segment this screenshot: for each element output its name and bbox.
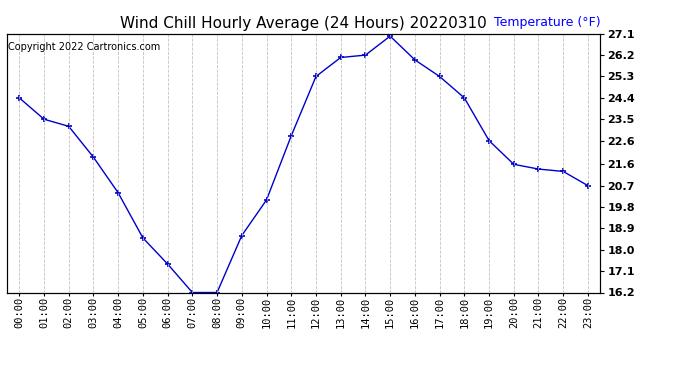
Text: Copyright 2022 Cartronics.com: Copyright 2022 Cartronics.com (8, 42, 160, 51)
Title: Wind Chill Hourly Average (24 Hours) 20220310: Wind Chill Hourly Average (24 Hours) 202… (120, 16, 487, 31)
Text: Temperature (°F): Temperature (°F) (493, 16, 600, 28)
